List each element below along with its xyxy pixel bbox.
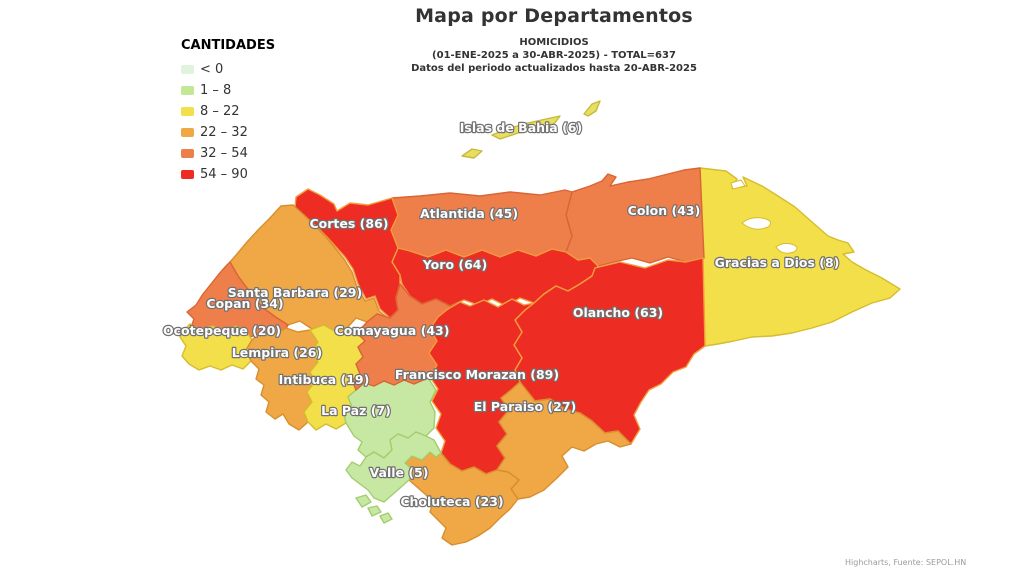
legend-item-label: 54 – 90 [200,167,248,182]
map-region-islas_de_bahia[interactable] [461,100,601,159]
map-label-valle: Valle (5) [370,465,429,480]
lagoon-1 [741,217,772,230]
legend-item-label: < 0 [200,62,224,77]
map-label-choluteca: Choluteca (23) [400,494,503,509]
legend-swatch-icon [181,170,194,179]
map-label-comayagua: Comayagua (43) [335,323,450,338]
legend-item-label: 32 – 54 [200,146,248,161]
legend-swatch-icon [181,149,194,158]
legend-item-5[interactable]: 54 – 90 [181,167,275,182]
map-label-la_paz: La Paz (7) [321,403,391,418]
legend-item-label: 22 – 32 [200,125,248,140]
legend-item-0[interactable]: < 0 [181,62,275,77]
map-label-islas_de_bahia: Islas de Bahia (6) [460,120,582,135]
map-label-francisco_morazan: Francisco Morazan (89) [395,367,559,382]
map-region-valle[interactable] [345,431,442,524]
legend-swatch-icon [181,128,194,137]
legend-item-label: 8 – 22 [200,104,240,119]
legend-item-1[interactable]: 1 – 8 [181,83,275,98]
map-label-copan: Copan (34) [206,296,283,311]
lagoon-3 [730,179,746,190]
map-region-gracias_a_dios[interactable] [699,167,901,347]
legend-swatch-icon [181,86,194,95]
map-label-cortes: Cortes (86) [310,216,389,231]
map-region-ocotepeque[interactable] [179,323,253,371]
subtitle-line-3: Datos del periodo actualizados hasta 20-… [411,63,697,74]
map-label-gracias_a_dios: Gracias a Dios (8) [715,255,840,270]
map-region-el_paraiso[interactable] [496,381,632,500]
map-label-atlantida: Atlantida (45) [420,206,518,221]
map-label-ocotepeque: Ocotepeque (20) [163,323,281,338]
legend-item-3[interactable]: 22 – 32 [181,125,275,140]
legend-item-2[interactable]: 8 – 22 [181,104,275,119]
legend-swatch-icon [181,107,194,116]
chart-subtitle: HOMICIDIOS (01-ENE-2025 a 30-ABR-2025) -… [54,36,1024,75]
map-label-olancho: Olancho (63) [573,305,663,320]
credits-link[interactable]: Highcharts, Fuente: SEPOL.HN [845,558,967,567]
legend-title: CANTIDADES [181,38,276,53]
legend-swatch-icon [181,65,194,74]
subtitle-line-1: HOMICIDIOS [519,37,589,48]
map-label-lempira: Lempira (26) [232,345,322,360]
lagoon-2 [775,242,798,254]
map-label-colon: Colon (43) [628,203,701,218]
legend-item-label: 1 – 8 [200,83,232,98]
map-label-yoro: Yoro (64) [422,257,487,272]
map-label-intibuca: Intibuca (19) [279,372,370,387]
page-title: Mapa por Departamentos [415,5,693,27]
map-region-atlantida[interactable] [390,189,573,258]
legend-item-4[interactable]: 32 – 54 [181,146,275,161]
subtitle-line-2: (01-ENE-2025 a 30-ABR-2025) - TOTAL=637 [432,50,676,61]
map-label-santa_barbara: Santa Barbara (29) [228,285,362,300]
legend: CANTIDADES < 0 1 – 8 8 – 22 22 – 32 32 – 54 5… [181,38,275,182]
map-label-el_paraiso: El Paraiso (27) [474,399,577,414]
map-region-comayagua[interactable] [351,283,461,391]
